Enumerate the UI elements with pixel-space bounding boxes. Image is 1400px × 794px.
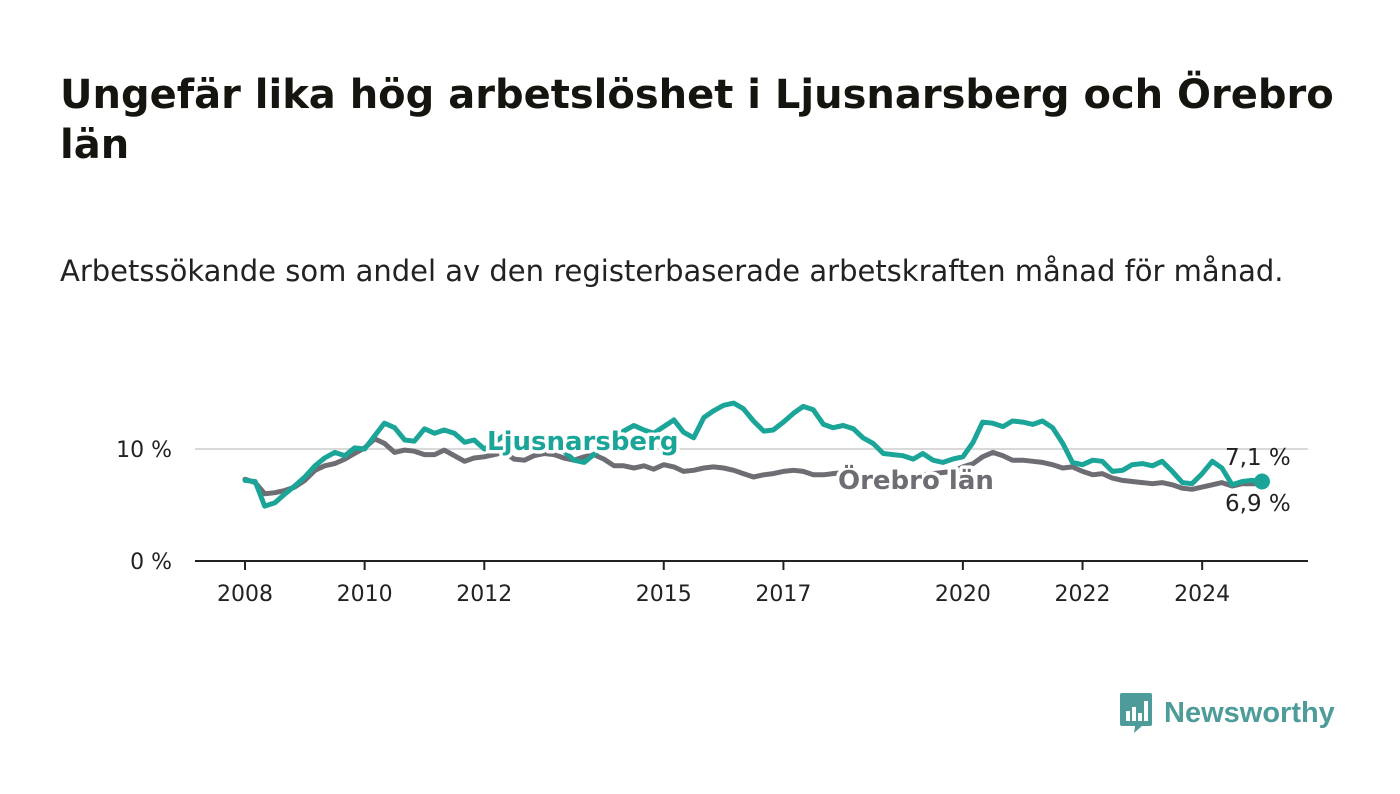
end-value-label-ljusnarsberg: 7,1 % — [1225, 445, 1291, 471]
axes: 0 % 10 % 2008 2010 2012 2015 2017 2020 2022 2024 — [116, 438, 1308, 607]
x-tick-label: 2015 — [636, 582, 692, 607]
newsworthy-logo-icon — [1120, 693, 1152, 733]
x-tick-label: 2022 — [1055, 582, 1111, 607]
x-tick-label: 2017 — [755, 582, 811, 607]
y-tick-label: 10 % — [116, 438, 172, 463]
series-label-orebro-lan: Örebro län — [838, 463, 994, 496]
series-line-ljusnarsberg — [242, 400, 1265, 509]
y-tick-label: 0 % — [130, 550, 172, 575]
series-lines — [242, 400, 1270, 509]
series-line-orebro-lan — [242, 436, 1265, 497]
x-tick-label: 2010 — [337, 582, 393, 607]
series-label-ljusnarsberg: Ljusnarsberg — [487, 427, 679, 457]
end-point-marker — [1254, 473, 1270, 490]
x-tick-label: 2020 — [935, 582, 991, 607]
x-tick-label: 2008 — [217, 582, 273, 607]
series-label-orebro-lan-halo: Örebro län — [838, 463, 994, 496]
end-value-label-orebro-lan: 6,9 % — [1225, 491, 1291, 517]
x-tick-label: 2024 — [1174, 582, 1230, 607]
brand: Newsworthy — [1118, 690, 1335, 736]
brand-name: Newsworthy — [1164, 696, 1335, 729]
chart-subtitle: Arbetssökande som andel av den registerb… — [60, 254, 1284, 288]
chart-title: Ungefär lika hög arbetslöshet i Ljusnars… — [60, 72, 1334, 168]
line-chart: 0 %10 %2008 2010 2012 2015 2017 2020 2022 2024 … — [116, 400, 1308, 607]
x-tick-label: 2012 — [456, 582, 512, 607]
series-label-ljusnarsberg-halo: Ljusnarsberg — [487, 427, 679, 457]
